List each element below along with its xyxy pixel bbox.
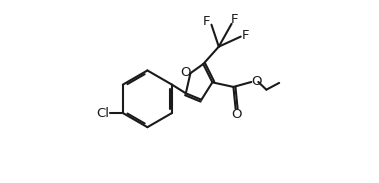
Text: O: O — [251, 75, 262, 88]
Text: F: F — [203, 14, 211, 28]
Text: F: F — [231, 13, 239, 26]
Text: O: O — [180, 66, 191, 79]
Text: F: F — [242, 29, 250, 42]
Text: O: O — [231, 108, 241, 121]
Text: Cl: Cl — [96, 107, 109, 119]
